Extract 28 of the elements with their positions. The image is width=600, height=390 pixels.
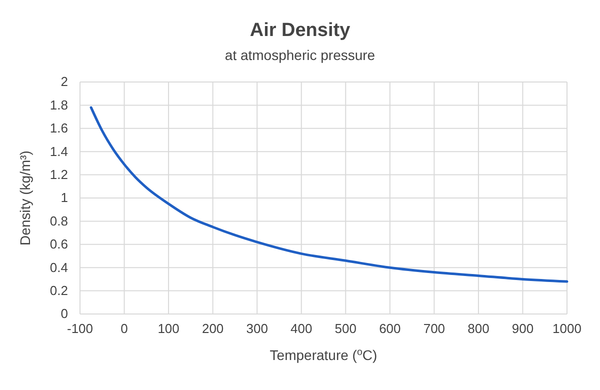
y-tick-label: 1.4 — [50, 144, 68, 159]
y-tick-label: 2 — [60, 74, 68, 90]
x-tick-label: 600 — [379, 321, 401, 336]
y-tick-label: 0.6 — [50, 236, 68, 252]
y-tick-label: 0.2 — [50, 282, 68, 298]
x-tick-label: 0 — [120, 321, 128, 336]
y-tick-label: 0.8 — [50, 213, 68, 228]
chart-subtitle: at atmospheric pressure — [224, 47, 376, 63]
y-tick-label: 0.4 — [50, 260, 68, 275]
y-tick-label: 1.8 — [50, 97, 68, 112]
x-axis-title: Temperature ($^{o}$C) — [270, 346, 378, 363]
y-tick-label: 1 — [60, 190, 68, 206]
y-tick-label: 1.2 — [50, 166, 68, 182]
y-tick-label: 0 — [60, 306, 68, 322]
y-tick-label: 1.6 — [50, 120, 68, 136]
line-series — [90, 106, 568, 283]
x-tick-label: 300 — [246, 321, 268, 336]
x-tick-label: 500 — [334, 321, 356, 336]
x-tick-label: -100 — [66, 321, 94, 336]
x-tick-label: 400 — [290, 321, 312, 336]
x-tick-label: 800 — [468, 321, 490, 336]
x-tick-label: 1000 — [552, 321, 582, 336]
x-tick-label: 900 — [512, 321, 534, 336]
x-tick-label: 200 — [202, 321, 224, 336]
chart-title: Air Density — [250, 20, 351, 41]
x-tick-label: 100 — [158, 321, 180, 336]
x-tick-label: 700 — [423, 321, 446, 336]
y-axis-title: Density (kg/m³) — [17, 150, 33, 246]
